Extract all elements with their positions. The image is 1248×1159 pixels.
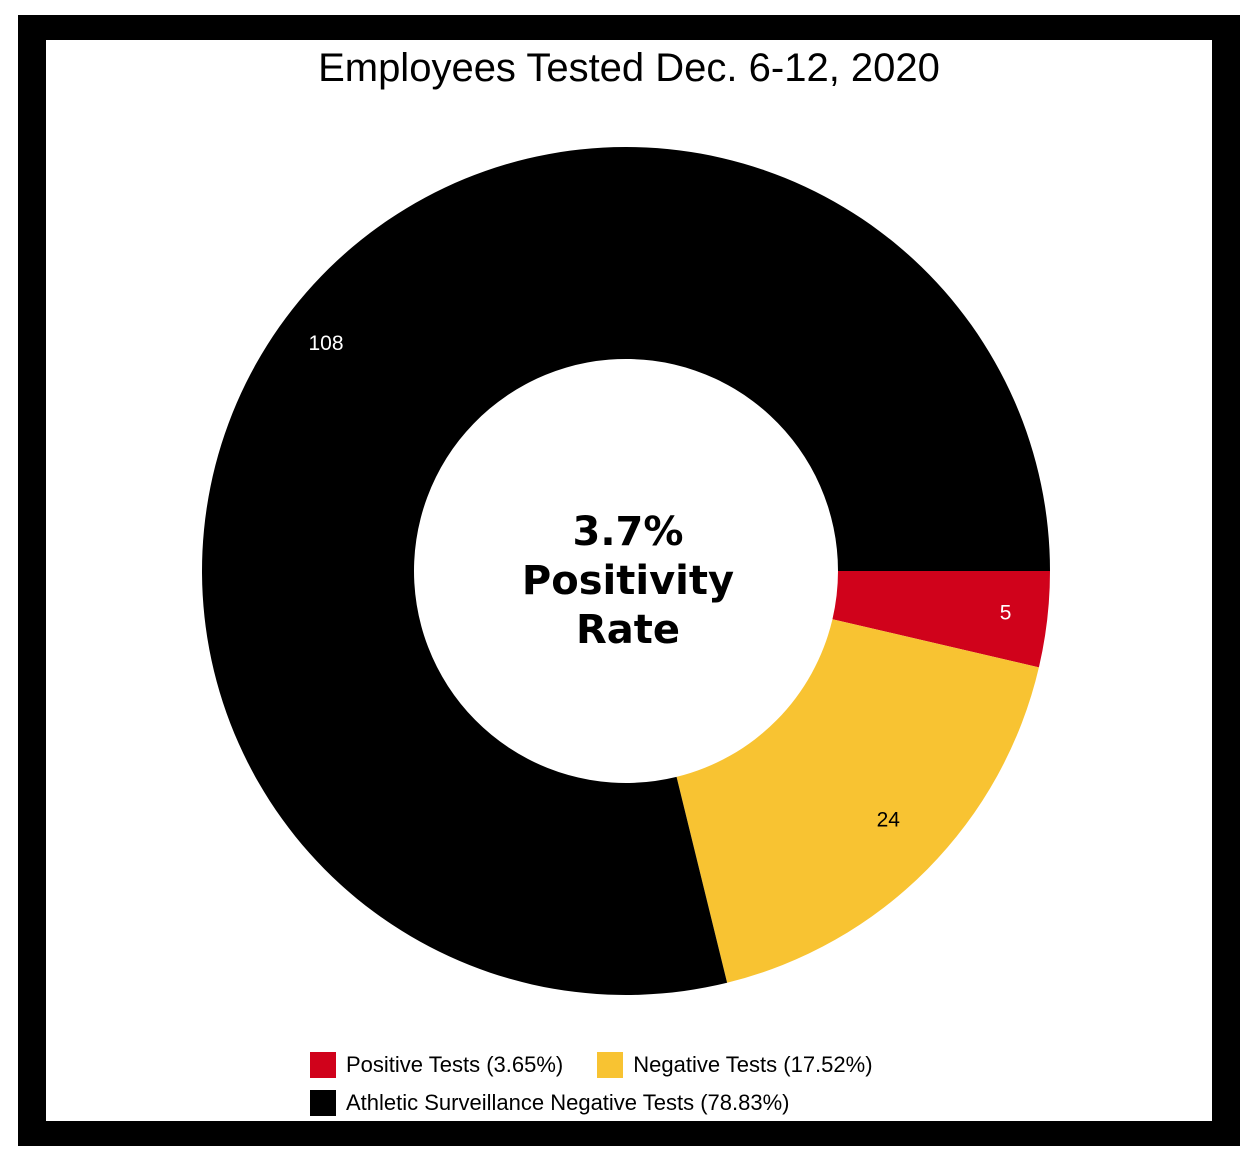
data-label-athletic: 108 xyxy=(308,332,343,355)
legend-item-positive: Positive Tests (3.65%) xyxy=(310,1052,563,1078)
slice-athletic xyxy=(202,147,1051,995)
center-text-line-1: 3.7% xyxy=(573,509,684,555)
legend-item-athletic: Athletic Surveillance Negative Tests (78… xyxy=(310,1090,789,1116)
legend-swatch-positive xyxy=(310,1052,336,1078)
legend-item-negative: Negative Tests (17.52%) xyxy=(597,1052,873,1078)
legend-swatch-negative xyxy=(597,1052,624,1078)
slice-positive xyxy=(832,571,1050,668)
chart-title: Employees Tested Dec. 6-12, 2020 xyxy=(318,46,940,90)
center-text-line-2: Positivity xyxy=(522,558,734,604)
legend-row-2: Athletic Surveillance Negative Tests (78… xyxy=(310,1084,1010,1122)
legend-row-1: Positive Tests (3.65%) Negative Tests (1… xyxy=(310,1046,1010,1084)
data-label-positive: 5 xyxy=(1000,601,1012,624)
legend-label-athletic: Athletic Surveillance Negative Tests (78… xyxy=(346,1090,790,1115)
legend-swatch-athletic xyxy=(310,1090,336,1116)
data-label-negative: 24 xyxy=(877,808,901,831)
legend-label-positive: Positive Tests (3.65%) xyxy=(346,1052,564,1077)
legend: Positive Tests (3.65%) Negative Tests (1… xyxy=(310,1046,1010,1122)
center-text-line-3: Rate xyxy=(576,607,680,653)
slice-negative xyxy=(676,619,1039,983)
legend-label-negative: Negative Tests (17.52%) xyxy=(633,1052,873,1077)
